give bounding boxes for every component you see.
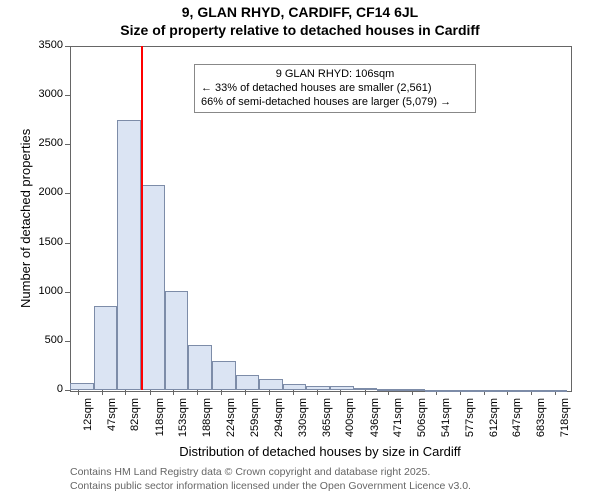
x-tick-label: 683sqm [535,398,547,442]
x-tick-label: 153sqm [177,398,189,442]
x-tick [125,390,126,395]
histogram-bar [306,386,330,390]
histogram-bar [519,390,543,392]
x-tick [150,390,151,395]
histogram-bar [259,379,283,390]
x-tick-label: 506sqm [416,398,428,442]
histogram-bar [70,383,94,390]
y-tick-label: 0 [25,383,63,395]
y-tick [65,95,70,96]
histogram-bar [354,388,378,390]
footer-line-2: Contains public sector information licen… [70,480,471,492]
histogram-bar [543,390,567,392]
x-tick [269,390,270,395]
histogram-bar [496,390,520,392]
histogram-bar [472,390,496,392]
x-tick-label: 541sqm [440,398,452,442]
x-tick [173,390,174,395]
x-tick-label: 612sqm [488,398,500,442]
x-tick [78,390,79,395]
y-tick-label: 2500 [25,137,63,149]
x-tick-label: 436sqm [369,398,381,442]
x-tick-label: 718sqm [559,398,571,442]
x-tick [365,390,366,395]
y-tick [65,292,70,293]
x-tick [293,390,294,395]
x-tick [340,390,341,395]
histogram-bar [330,386,354,390]
x-tick-label: 365sqm [321,398,333,442]
y-tick [65,243,70,244]
x-tick-label: 471sqm [392,398,404,442]
x-tick-label: 577sqm [464,398,476,442]
y-tick-label: 2000 [25,186,63,198]
x-tick-label: 118sqm [154,398,166,442]
chart-title-main: 9, GLAN RHYD, CARDIFF, CF14 6JL [0,4,600,20]
y-tick-label: 500 [25,334,63,346]
footer-line-1: Contains HM Land Registry data © Crown c… [70,466,430,478]
histogram-bar [94,306,118,390]
x-tick-label: 82sqm [129,398,141,442]
x-tick [245,390,246,395]
annotation-line-1: ← 33% of detached houses are smaller (2,… [201,82,469,96]
y-tick [65,341,70,342]
x-tick [197,390,198,395]
y-tick [65,144,70,145]
y-axis-label: Number of detached properties [18,129,33,308]
x-tick-label: 47sqm [106,398,118,442]
y-tick [65,193,70,194]
property-marker-line [141,46,143,390]
chart-container: 9, GLAN RHYD, CARDIFF, CF14 6JL Size of … [0,0,600,500]
annotation-title: 9 GLAN RHYD: 106sqm [201,68,469,82]
histogram-bar [141,185,165,390]
histogram-bar [448,390,472,392]
histogram-bar [188,345,212,390]
x-tick-label: 647sqm [511,398,523,442]
x-tick-label: 12sqm [82,398,94,442]
histogram-bar [283,384,307,390]
y-tick-label: 3000 [25,88,63,100]
histogram-bar [425,390,449,392]
y-tick [65,46,70,47]
x-tick-label: 294sqm [273,398,285,442]
chart-title-sub: Size of property relative to detached ho… [0,22,600,38]
histogram-bar [117,120,141,390]
x-tick [221,390,222,395]
annotation-box: 9 GLAN RHYD: 106sqm← 33% of detached hou… [194,64,476,113]
y-tick-label: 1000 [25,285,63,297]
histogram-bar [401,389,425,391]
x-tick [102,390,103,395]
x-tick [317,390,318,395]
x-tick-label: 188sqm [201,398,213,442]
y-tick [65,390,70,391]
annotation-line-2: 66% of semi-detached houses are larger (… [201,96,469,110]
y-tick-label: 1500 [25,236,63,248]
x-axis-label: Distribution of detached houses by size … [70,444,570,459]
histogram-bar [377,389,401,391]
x-tick-label: 224sqm [225,398,237,442]
histogram-bar [236,375,260,390]
x-tick-label: 330sqm [297,398,309,442]
histogram-bar [212,361,236,390]
histogram-bar [165,291,189,390]
x-tick-label: 259sqm [249,398,261,442]
x-tick-label: 400sqm [344,398,356,442]
y-tick-label: 3500 [25,39,63,51]
